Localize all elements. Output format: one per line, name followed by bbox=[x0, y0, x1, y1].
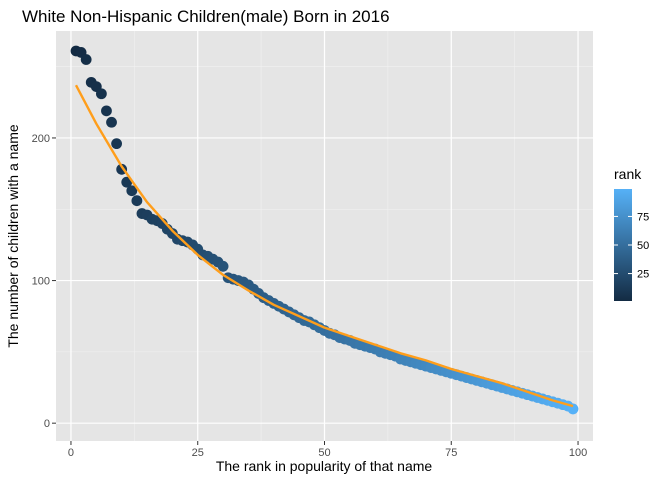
chart-title: White Non-Hispanic Children(male) Born i… bbox=[22, 7, 390, 26]
points-layer bbox=[70, 45, 579, 415]
legend: rank 25 50 75 bbox=[614, 166, 649, 301]
data-point bbox=[111, 138, 122, 150]
x-tick-label: 50 bbox=[318, 447, 330, 459]
data-point bbox=[106, 116, 117, 128]
legend-tick-label: 50 bbox=[637, 240, 649, 252]
y-axis: 0 100 200 bbox=[32, 133, 56, 430]
legend-ticks: 25 50 75 bbox=[614, 211, 649, 281]
data-point bbox=[131, 195, 143, 207]
data-point bbox=[101, 105, 112, 117]
x-tick-label: 25 bbox=[192, 447, 204, 459]
legend-title: rank bbox=[614, 166, 642, 182]
x-tick-label: 75 bbox=[445, 447, 457, 459]
legend-colorbar bbox=[614, 189, 632, 301]
y-tick-label: 0 bbox=[44, 418, 50, 430]
x-axis-title: The rank in popularity of that name bbox=[216, 458, 433, 474]
fit-line-layer bbox=[74, 84, 574, 408]
data-point bbox=[121, 176, 133, 188]
data-point bbox=[217, 260, 229, 272]
y-tick-label: 200 bbox=[32, 133, 50, 145]
x-tick-label: 0 bbox=[68, 447, 74, 459]
data-point bbox=[80, 54, 92, 65]
fit-line bbox=[74, 84, 574, 408]
data-point bbox=[95, 88, 107, 100]
legend-tick-label: 25 bbox=[637, 269, 649, 281]
y-tick-label: 100 bbox=[32, 276, 50, 288]
y-axis-title: The number of children with a name bbox=[5, 124, 21, 348]
data-point bbox=[126, 185, 138, 197]
x-tick-label: 100 bbox=[569, 447, 587, 459]
x-axis: 0 25 50 75 100 bbox=[68, 441, 587, 459]
legend-tick-label: 75 bbox=[637, 211, 649, 223]
